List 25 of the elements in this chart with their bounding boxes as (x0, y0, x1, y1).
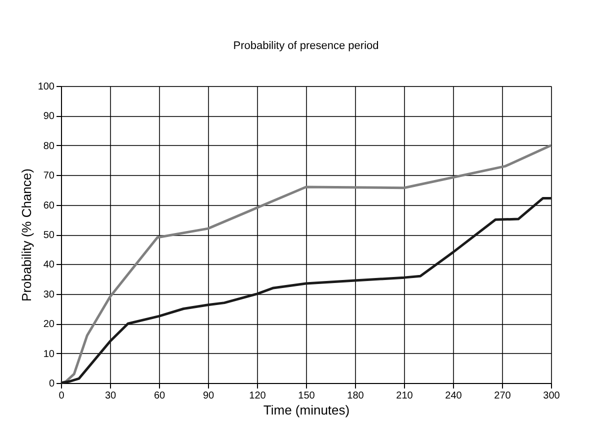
x-tick-label: 270 (494, 390, 512, 402)
x-tick-label: 240 (445, 390, 462, 402)
y-tick-label: 30 (43, 289, 55, 300)
x-tick-label: 120 (249, 390, 266, 402)
y-tick-label: 80 (43, 140, 55, 152)
x-tick-label: 150 (298, 390, 316, 402)
y-tick-label: 0 (48, 378, 55, 390)
y-tick-label: 40 (43, 260, 55, 271)
x-tick-label: 30 (104, 390, 116, 402)
x-axis-title: Time (minutes) (263, 402, 350, 418)
y-tick-label: 50 (43, 230, 55, 241)
y-tick-label: 20 (43, 319, 55, 330)
x-tick-label: 210 (396, 390, 414, 402)
y-tick-label: 10 (43, 348, 55, 360)
x-tick-label: 90 (202, 390, 214, 402)
chart-title: Probability of presence period (233, 40, 379, 52)
y-tick-label: 60 (43, 200, 55, 212)
x-tick-label: 60 (154, 390, 166, 402)
y-axis-title: Probability (% Chance) (18, 168, 34, 302)
x-tick-label: 0 (58, 390, 65, 402)
y-tick-label: 90 (43, 111, 55, 122)
x-tick-label: 180 (347, 390, 364, 402)
x-tick-label: 300 (543, 390, 560, 402)
y-tick-label: 70 (43, 170, 55, 182)
y-tick-label: 100 (38, 82, 55, 92)
